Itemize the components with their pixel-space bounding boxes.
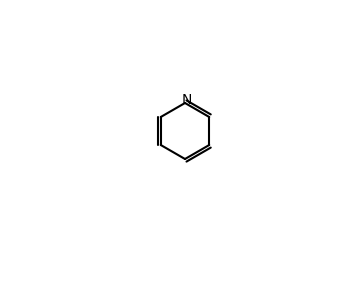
Text: N: N: [182, 93, 192, 107]
